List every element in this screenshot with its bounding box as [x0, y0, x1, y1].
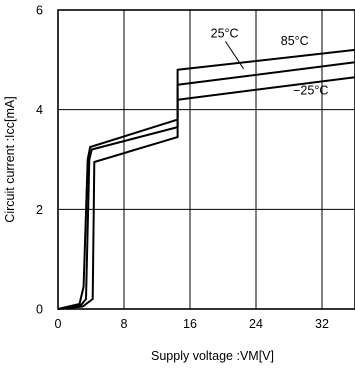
y-tick-label: 6 [36, 4, 43, 18]
series-group [57, 48, 355, 310]
annotation-label: 25°C [211, 26, 239, 40]
y-tick-label: 4 [36, 103, 43, 117]
plot-area-frame [57, 9, 355, 310]
y-tick-label: 0 [36, 303, 43, 317]
series-line [57, 48, 355, 310]
series-line [57, 76, 355, 310]
annotation-leader-line [225, 41, 245, 70]
x-axis-label: Supply voltage :VM[V] [151, 349, 274, 363]
annotation-label: −25°C [293, 84, 328, 98]
annotations: 25°C 85°C −25°C [211, 26, 329, 97]
series-line [57, 61, 355, 310]
x-tick-label: 16 [183, 317, 197, 331]
x-tick-label: 8 [121, 317, 128, 331]
y-tick-label: 2 [36, 203, 43, 217]
y-axis-label: Circuit current :Icc[mA] [3, 96, 17, 222]
x-tick-label: 32 [315, 317, 329, 331]
grid [58, 10, 355, 309]
x-tick-label: 0 [55, 317, 62, 331]
annotation-label: 85°C [281, 34, 309, 48]
x-tick-label: 24 [249, 317, 263, 331]
